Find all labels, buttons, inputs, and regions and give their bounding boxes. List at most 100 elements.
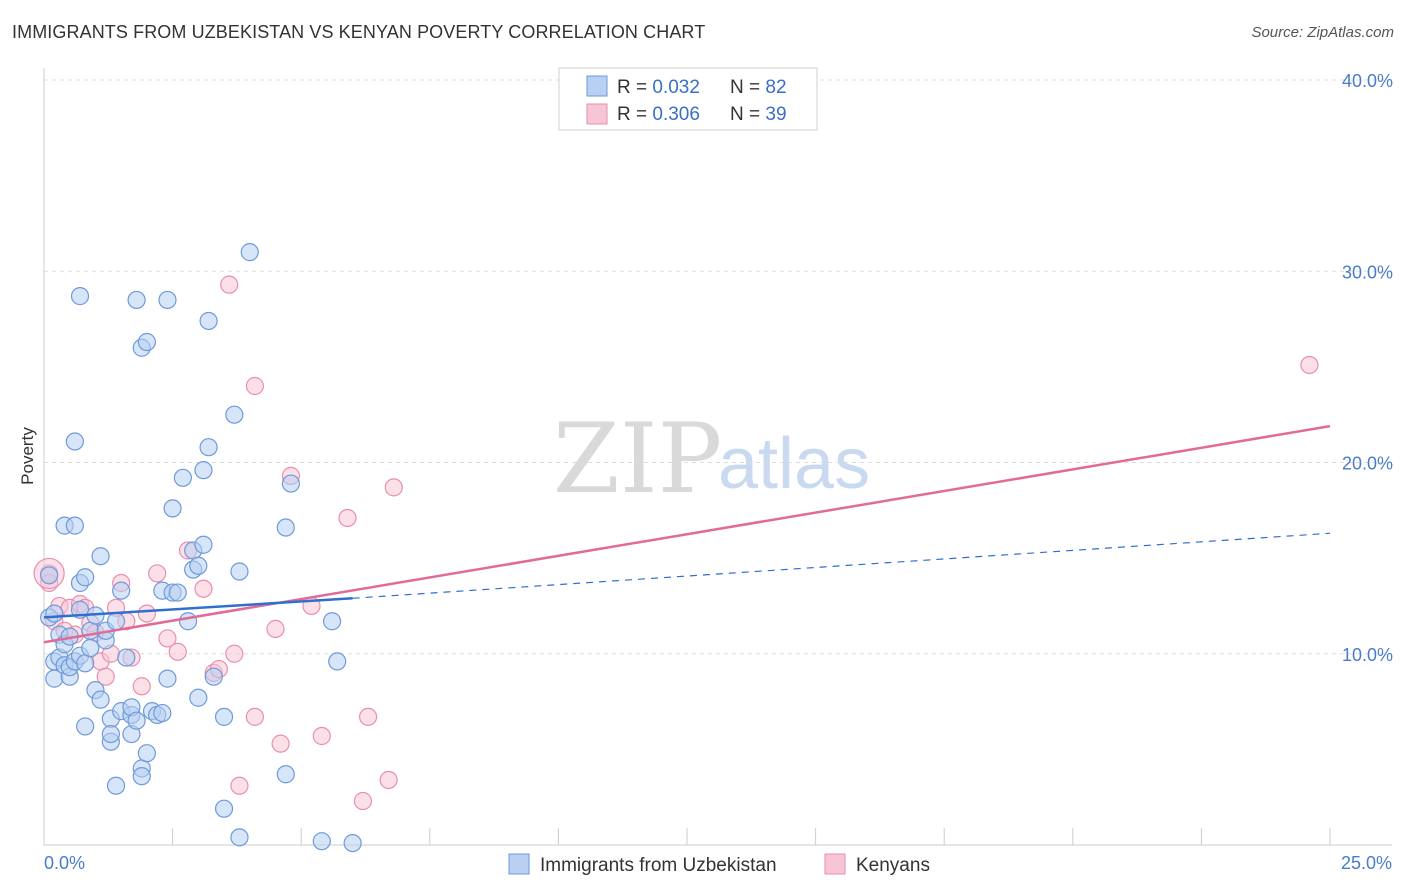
uzbekistan-point: [137, 332, 156, 352]
uzbekistan-point: [173, 468, 192, 487]
uzbekistan-trend-line: [43, 597, 353, 619]
y-tick-label: 10.0%: [1342, 645, 1393, 665]
legend-r-value: 0.032: [652, 77, 700, 98]
uzbekistan-point: [194, 535, 213, 554]
kenyans-point: [96, 667, 115, 686]
uzbekistan-point: [76, 568, 95, 587]
kenyans-point: [245, 707, 265, 726]
uzbekistan-point: [76, 654, 95, 673]
uzbekistan-point: [204, 667, 223, 686]
kenyans-point: [148, 564, 167, 583]
series-uzbekistan-points: [40, 243, 362, 853]
uzbekistan-point: [189, 556, 208, 575]
uzbekistan-point: [189, 688, 208, 707]
uzbekistan-point: [214, 707, 234, 726]
uzbekistan-point: [127, 711, 146, 730]
correlation-legend: R = 0.032 N = 82 R = 0.306 N = 39: [558, 67, 818, 131]
y-axis-title: Poverty: [18, 427, 37, 485]
uzbekistan-point: [45, 604, 64, 623]
kenyans-point: [338, 508, 357, 528]
uzbekistan-point: [81, 638, 100, 658]
kenyans-point: [168, 642, 187, 661]
uzbekistan-point: [163, 499, 182, 518]
x-tick-label-min: 0.0%: [44, 853, 85, 873]
uzbekistan-point: [65, 432, 84, 451]
kenyans-point: [1300, 355, 1319, 375]
watermark-zip: ZIP: [553, 403, 722, 515]
series-legend-swatch-uzbekistan: [508, 853, 530, 875]
legend-swatch-uzbekistan: [586, 75, 608, 97]
uzbekistan-point: [153, 703, 172, 723]
legend-n-value: 82: [765, 77, 786, 98]
kenyans-point: [225, 644, 244, 663]
uzbekistan-point: [106, 612, 126, 631]
series-legend-swatch-kenyans: [824, 853, 846, 875]
uzbekistan-point: [276, 765, 295, 784]
uzbekistan-point: [281, 474, 301, 493]
legend-n-label: N =: [730, 77, 765, 98]
legend-r-label: R =: [617, 104, 652, 125]
kenyans-point: [384, 478, 403, 497]
legend-r-value: 0.306: [652, 104, 700, 125]
uzbekistan-point: [137, 744, 156, 763]
legend-r-label: R =: [617, 77, 652, 98]
uzbekistan-point: [312, 832, 331, 851]
uzbekistan-point: [158, 290, 177, 310]
kenyans-point: [230, 776, 249, 795]
uzbekistan-point: [214, 799, 234, 818]
legend-n-label: N =: [730, 104, 765, 125]
watermark-atlas: atlas: [718, 424, 870, 504]
uzbekistan-point: [225, 405, 244, 424]
uzbekistan-point: [328, 652, 347, 671]
uzbekistan-point: [70, 287, 90, 306]
series-legend: Immigrants from Uzbekistan Kenyans: [508, 853, 930, 876]
legend-row-uzbekistan: R = 0.032 N = 82: [617, 77, 787, 98]
uzbekistan-point: [117, 648, 136, 667]
series-legend-label-uzbekistan: Immigrants from Uzbekistan: [540, 855, 777, 876]
uzbekistan-point: [106, 776, 126, 795]
uzbekistan-point: [230, 562, 249, 581]
kenyans-point: [266, 619, 285, 638]
kenyans-point: [312, 726, 331, 746]
kenyans-point: [137, 604, 156, 623]
y-tick-label: 20.0%: [1342, 454, 1393, 474]
gridlines: [44, 79, 1392, 655]
uzbekistan-point: [343, 833, 362, 853]
x-tick-label-max: 25.0%: [1341, 853, 1392, 873]
uzbekistan-point: [168, 583, 187, 602]
kenyans-trend-line: [43, 424, 1331, 644]
uzbekistan-point: [199, 311, 218, 331]
uzbekistan-point: [76, 717, 95, 736]
uzbekistan-point: [194, 461, 213, 480]
uzbekistan-point: [91, 547, 110, 566]
kenyans-point: [158, 629, 177, 648]
legend-n-value: 39: [765, 104, 786, 125]
kenyans-point: [132, 677, 151, 696]
uzbekistan-point: [101, 724, 120, 744]
y-tick-label: 40.0%: [1342, 71, 1393, 91]
uzbekistan-point: [132, 767, 151, 786]
uzbekistan-point: [178, 612, 198, 631]
uzbekistan-point: [40, 566, 59, 585]
uzbekistan-point: [199, 438, 218, 457]
kenyans-point: [379, 770, 398, 790]
uzbekistan-point: [230, 828, 249, 847]
series-legend-label-kenyans: Kenyans: [856, 855, 930, 876]
kenyans-point: [220, 275, 239, 294]
uzbekistan-point: [276, 518, 295, 537]
y-tick-labels: 10.0% 20.0% 30.0% 40.0%: [1342, 71, 1393, 665]
y-tick-label: 30.0%: [1342, 262, 1393, 282]
legend-row-kenyans: R = 0.306 N = 39: [617, 104, 787, 125]
kenyans-point: [358, 707, 378, 726]
watermark: ZIP atlas: [553, 403, 870, 515]
uzbekistan-point: [112, 581, 131, 600]
uzbekistan-point: [65, 516, 84, 535]
uzbekistan-point: [158, 669, 177, 688]
kenyans-point: [353, 791, 373, 811]
uzbekistan-point: [127, 290, 146, 310]
kenyans-point: [245, 376, 265, 396]
x-axis-ticks: [172, 828, 1331, 845]
source-credit: Source: ZipAtlas.com: [1251, 24, 1394, 41]
legend-swatch-kenyans: [586, 103, 608, 125]
